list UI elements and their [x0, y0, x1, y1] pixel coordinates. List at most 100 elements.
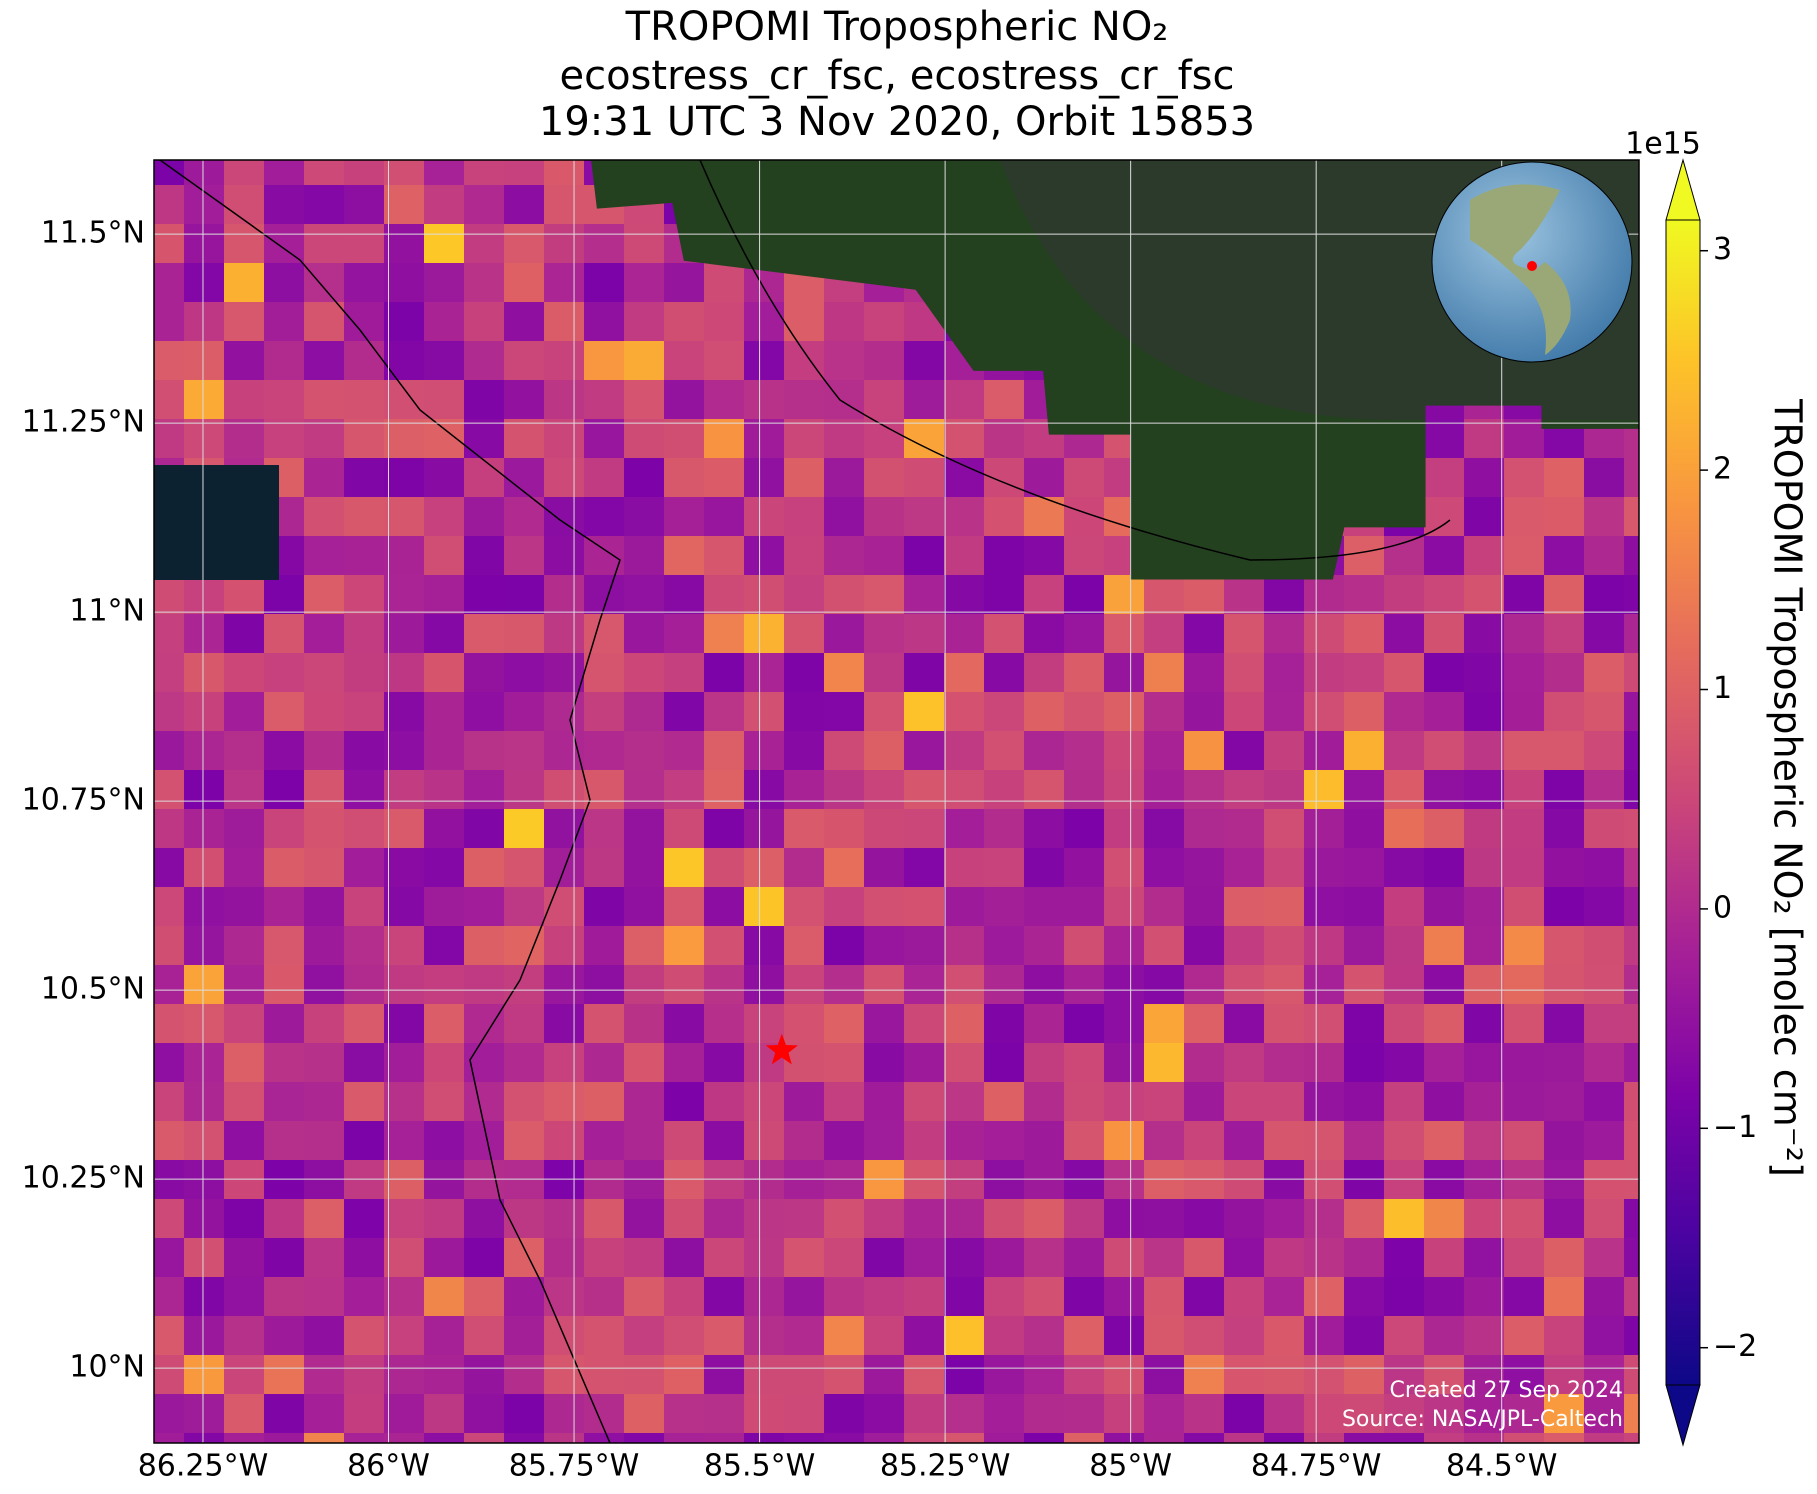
- no2-cell: [464, 770, 505, 810]
- no2-cell: [624, 1316, 665, 1356]
- no2-cell: [624, 536, 665, 576]
- no2-cell: [1224, 1004, 1265, 1044]
- no2-cell: [264, 926, 305, 966]
- no2-cell: [1504, 458, 1545, 498]
- no2-cell: [424, 1082, 465, 1122]
- no2-cell: [784, 419, 825, 459]
- no2-cell: [464, 1199, 505, 1239]
- no2-cell: [1544, 1004, 1585, 1044]
- no2-cell: [624, 1433, 665, 1443]
- no2-cell: [424, 926, 465, 966]
- no2-cell: [904, 536, 945, 576]
- no2-cell: [704, 731, 745, 771]
- no2-cell: [944, 770, 985, 810]
- no2-cell: [1224, 809, 1265, 849]
- no2-cell: [464, 380, 505, 420]
- no2-cell: [584, 1355, 625, 1395]
- no2-cell: [154, 224, 185, 264]
- no2-cell: [864, 887, 905, 927]
- no2-cell: [1264, 848, 1305, 888]
- no2-cell: [1624, 965, 1639, 1005]
- no2-cell: [624, 497, 665, 537]
- no2-cell: [1384, 1316, 1425, 1356]
- no2-cell: [584, 692, 625, 732]
- no2-cell: [664, 809, 705, 849]
- no2-cell: [624, 419, 665, 459]
- no2-cell: [224, 1082, 265, 1122]
- no2-cell: [154, 965, 185, 1005]
- no2-cell: [304, 497, 345, 537]
- no2-cell: [584, 1433, 625, 1443]
- no2-cell: [544, 692, 585, 732]
- no2-cell: [1504, 1004, 1545, 1044]
- lat-tick-label: 11°N: [69, 594, 145, 629]
- no2-cell: [1024, 1394, 1065, 1434]
- no2-cell: [1104, 809, 1145, 849]
- no2-cell: [944, 1355, 985, 1395]
- no2-cell: [224, 848, 265, 888]
- no2-cell: [544, 575, 585, 615]
- no2-cell: [224, 887, 265, 927]
- no2-cell: [424, 770, 465, 810]
- no2-cell: [344, 341, 385, 381]
- no2-cell: [944, 614, 985, 654]
- no2-cell: [904, 653, 945, 693]
- no2-cell: [1104, 731, 1145, 771]
- no2-cell: [1144, 1160, 1185, 1200]
- no2-cell: [264, 1199, 305, 1239]
- no2-cell: [624, 770, 665, 810]
- no2-cell: [1144, 1004, 1185, 1044]
- no2-cell: [264, 770, 305, 810]
- no2-cell: [624, 848, 665, 888]
- no2-cell: [344, 458, 385, 498]
- no2-cell: [264, 302, 305, 342]
- no2-cell: [1064, 575, 1105, 615]
- no2-cell: [384, 224, 425, 264]
- no2-cell: [1344, 1160, 1385, 1200]
- no2-cell: [704, 770, 745, 810]
- no2-cell: [1504, 575, 1545, 615]
- no2-cell: [384, 160, 425, 186]
- no2-cell: [304, 1355, 345, 1395]
- lon-tick-label: 85.5°W: [704, 1449, 815, 1484]
- no2-cell: [704, 302, 745, 342]
- no2-cell: [744, 419, 785, 459]
- no2-cell: [1624, 848, 1639, 888]
- no2-cell: [1384, 1394, 1425, 1434]
- no2-cell: [704, 263, 745, 303]
- lat-tick-label: 10.5°N: [41, 972, 145, 1007]
- no2-cell: [184, 341, 225, 381]
- no2-cell: [464, 302, 505, 342]
- no2-cell: [704, 458, 745, 498]
- no2-cell: [154, 380, 185, 420]
- no2-cell: [344, 1394, 385, 1434]
- no2-cell: [424, 302, 465, 342]
- no2-cell: [1464, 1238, 1505, 1278]
- no2-cell: [1384, 1433, 1425, 1443]
- no2-cell: [1424, 419, 1465, 459]
- no2-cell: [944, 1199, 985, 1239]
- no2-cell: [1624, 536, 1639, 576]
- no2-cell: [1384, 887, 1425, 927]
- no2-cell: [1184, 653, 1225, 693]
- no2-cell: [744, 1238, 785, 1278]
- no2-cell: [344, 1043, 385, 1083]
- no2-cell: [624, 1199, 665, 1239]
- no2-cell: [864, 341, 905, 381]
- no2-cell: [584, 614, 625, 654]
- no2-cell: [154, 1277, 185, 1317]
- no2-cell: [1104, 1433, 1145, 1443]
- no2-cell: [784, 1160, 825, 1200]
- no2-cell: [1264, 1316, 1305, 1356]
- no2-cell: [1024, 1160, 1065, 1200]
- no2-cell: [384, 770, 425, 810]
- no2-cell: [744, 731, 785, 771]
- no2-cell: [424, 965, 465, 1005]
- no2-cell: [664, 1043, 705, 1083]
- no2-cell: [384, 1238, 425, 1278]
- no2-cell: [664, 1160, 705, 1200]
- no2-cell: [384, 1121, 425, 1161]
- no2-cell: [744, 965, 785, 1005]
- no2-cell: [264, 731, 305, 771]
- no2-cell: [384, 185, 425, 225]
